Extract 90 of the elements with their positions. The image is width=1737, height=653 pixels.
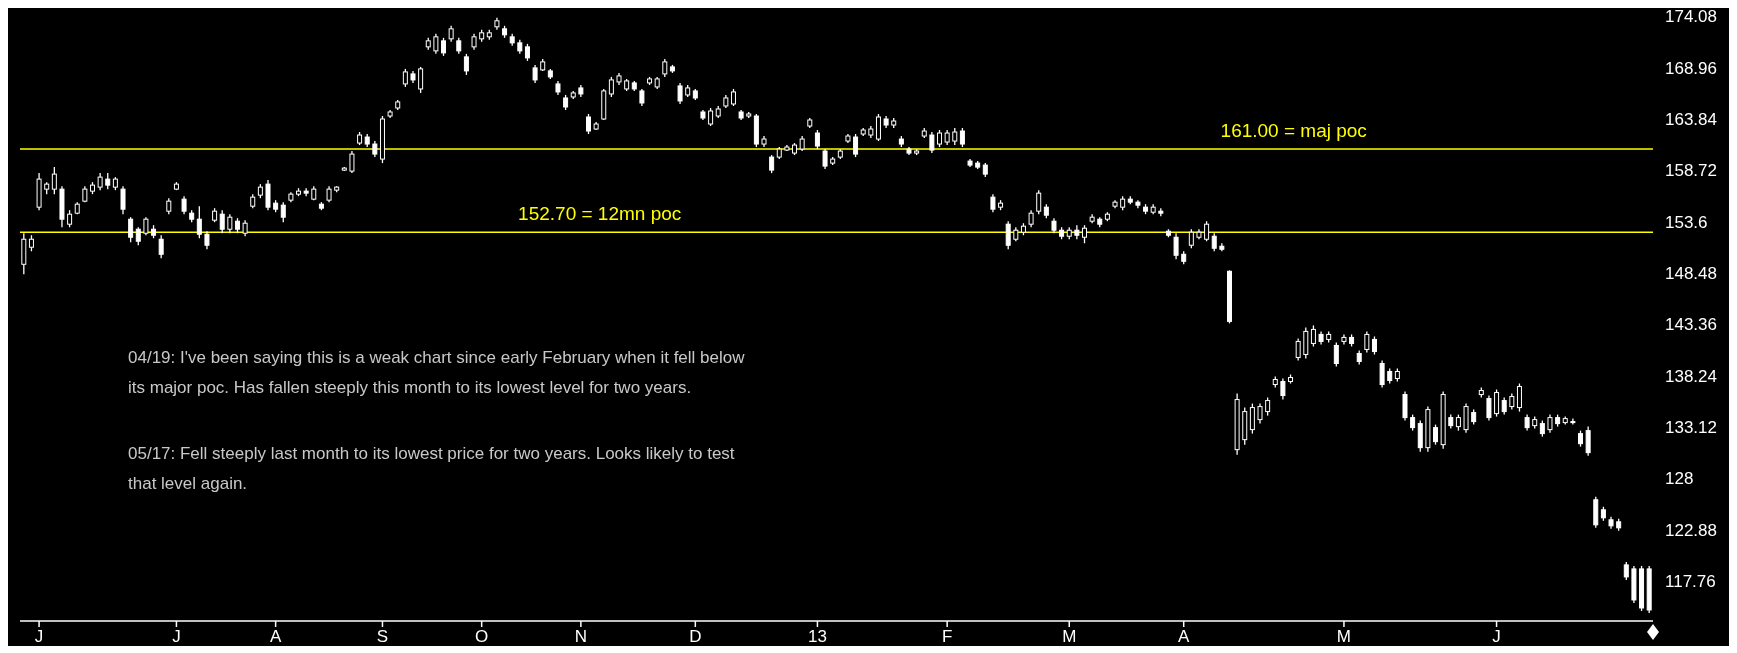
candlestick [1310,324,1316,348]
candlestick [1211,232,1217,252]
candlestick [990,193,996,213]
y-tick-label: 143.36 [1665,315,1717,335]
candlestick [1547,413,1553,434]
candlestick [1265,396,1271,417]
candlestick [143,216,149,236]
annotation: 05/17: Fell steeply last month to its lowest price for two years. Looks likely to test that level again. [128,444,735,493]
x-tick-label: D [689,627,702,646]
x-tick-label: J [34,627,44,646]
candlestick [853,133,859,158]
candlestick [1623,561,1629,581]
x-tick-label: A [269,627,282,646]
x-tick-label: J [172,627,181,646]
candlestick [1433,423,1439,446]
candlestick [1257,402,1263,425]
candlestick [1303,326,1309,360]
candlestick [586,113,591,135]
candlestick [204,230,210,250]
ref-line-label: 152.70 = 12mn poc [518,203,682,225]
ref-line-label: 161.00 = maj poc [1220,120,1367,142]
candlestick [1379,359,1385,389]
candlestick [402,68,408,88]
candlestick [662,58,668,78]
x-tick-label: N [574,627,588,646]
candlestick [769,154,775,174]
candlestick [196,205,202,239]
candlestick [822,148,828,170]
candlestick [1516,382,1522,413]
candlestick [708,107,714,127]
x-tick-label: F [941,627,953,646]
candlestick [1082,224,1087,244]
candlestick [227,213,233,234]
candlestick [532,64,538,84]
candlestick [433,33,439,55]
candlestick [120,185,126,215]
candlestick [1204,220,1210,242]
candlestick [608,76,614,98]
candlestick [1494,388,1500,418]
candlestick [1249,402,1255,435]
candlestick [1364,330,1370,354]
x-tick-label: S [376,627,389,646]
y-tick-label: 153.6 [1665,212,1708,232]
candlestick [929,131,935,154]
candlestick [418,66,424,94]
candlestick [219,209,225,234]
x-tick-label: M [1062,627,1077,646]
candlestick [349,150,355,174]
candlestick [1486,394,1492,422]
y-tick-label: 138.24 [1665,366,1717,386]
y-tick-label: 158.72 [1665,161,1717,181]
candlestick [1371,335,1377,356]
candlestick [1402,390,1408,422]
candlestick [677,82,683,105]
candlestick [814,129,820,150]
candlestick [875,113,881,142]
candlestick [1280,377,1286,401]
candlestick [463,53,469,76]
candlestick [135,226,141,246]
y-tick-label: 163.84 [1665,110,1717,130]
candlestick [128,216,134,243]
x-tick-label: M [1336,627,1352,646]
candlestick [1036,189,1042,215]
x-tick-label: J [1492,627,1501,646]
candlestick [441,37,447,57]
candlestick [1188,228,1194,249]
x-tick-label: 13 [807,627,827,646]
candlestick [1333,341,1339,368]
annotation: 04/19: I've been saying this is a weak chart since early February when it fell below its major poc. Has fallen steeply this month to its lowest level for two years. [128,348,746,397]
candlestick [265,179,271,211]
x-tick-label: O [475,627,489,646]
candlestick [1173,232,1179,260]
candlestick [1295,337,1301,362]
candlestick [181,195,187,215]
y-tick-label: 174.08 [1665,7,1717,27]
candlestick [1463,402,1469,434]
y-tick-label: 168.96 [1665,58,1717,78]
candlestick [959,127,965,148]
candlestick [1570,417,1576,426]
y-tick-label: 148.48 [1665,263,1717,283]
candlestick [1585,425,1591,457]
y-tick-label: 128 [1665,469,1694,489]
y-tick-label: 117.76 [1665,571,1716,591]
candlestick [51,166,57,195]
candlestick [280,201,286,223]
candlestick [1005,220,1011,250]
candlestick [158,234,164,259]
x-tick-label: A [1178,627,1191,646]
y-tick-label: 122.88 [1665,520,1717,540]
y-tick-label: 133.12 [1665,417,1717,437]
